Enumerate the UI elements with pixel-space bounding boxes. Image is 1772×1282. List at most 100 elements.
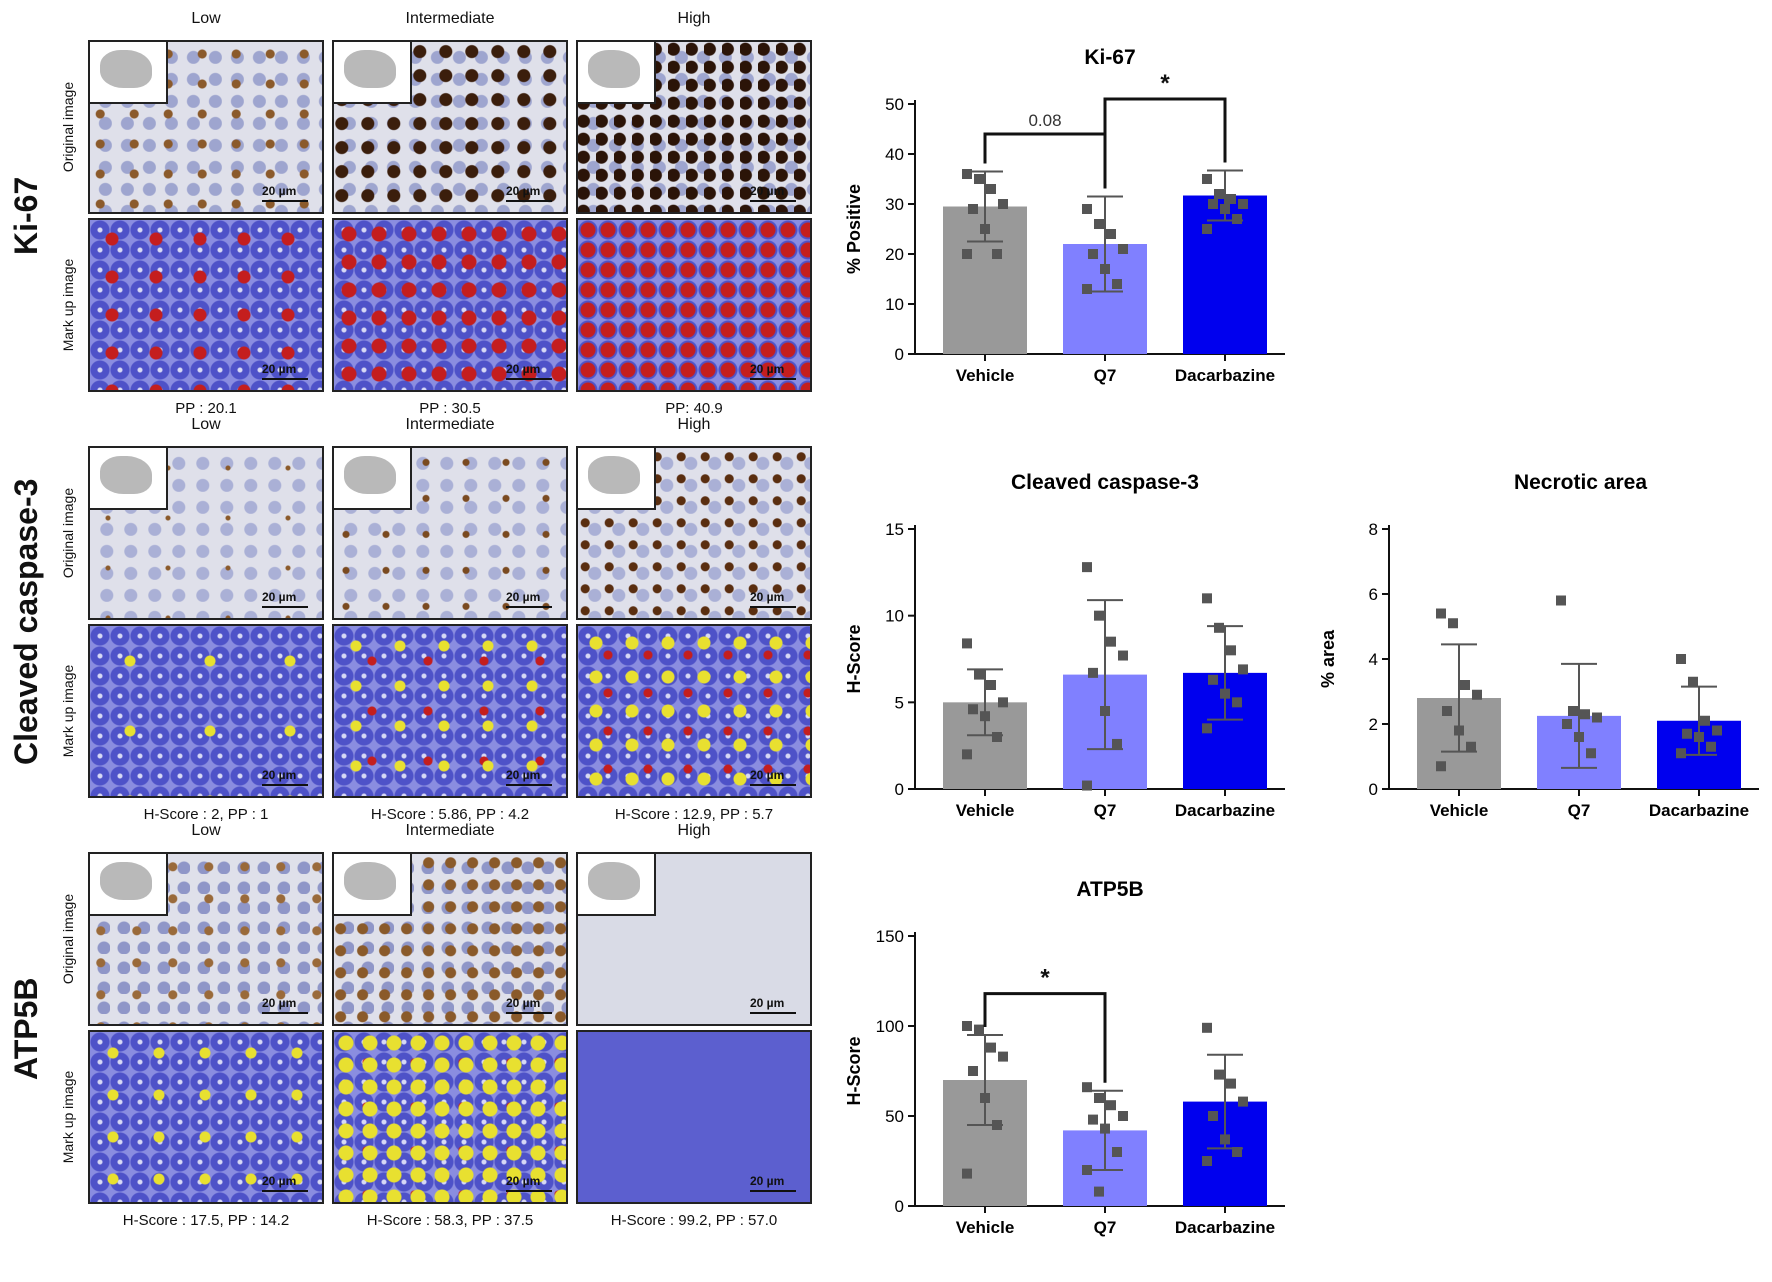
data-point <box>1232 214 1242 224</box>
data-point <box>1238 1096 1248 1107</box>
x-tick-label: Vehicle <box>956 1218 1015 1237</box>
data-point <box>962 638 972 649</box>
original-image-label: Original image <box>60 487 76 579</box>
data-point <box>1586 748 1596 759</box>
scale-bar: 20 µm <box>506 362 552 380</box>
y-tick-label: 5 <box>895 693 904 712</box>
scale-bar: 20 µm <box>750 362 796 380</box>
column-label: Intermediate <box>405 822 495 839</box>
x-tick-label: Vehicle <box>1430 801 1489 820</box>
y-tick-label: 40 <box>885 145 904 164</box>
data-point <box>998 199 1008 209</box>
chart-title: ATP5B <box>1076 878 1143 901</box>
data-point <box>1088 1114 1098 1125</box>
data-point <box>1202 1022 1212 1033</box>
markup-micrograph: 20 µm <box>332 624 568 798</box>
significance-label: * <box>1040 965 1050 992</box>
data-point <box>1082 284 1092 294</box>
data-point <box>1088 249 1098 259</box>
y-tick-label: 100 <box>876 1017 904 1036</box>
data-point <box>1202 1156 1212 1166</box>
tissue-thumbnail <box>578 448 656 510</box>
significance-bracket <box>983 992 1107 1083</box>
data-point <box>1208 199 1218 209</box>
scale-bar: 20 µm <box>506 184 552 202</box>
data-point <box>1706 741 1716 752</box>
y-tick-label: 30 <box>885 195 904 214</box>
scale-bar: 20 µm <box>262 184 308 202</box>
data-point <box>986 680 996 690</box>
data-point <box>1466 741 1476 752</box>
x-tick-label: Vehicle <box>956 366 1015 385</box>
data-point <box>1436 608 1446 619</box>
scale-bar: 20 µm <box>262 362 308 380</box>
significance-label: 0.08 <box>1028 111 1061 130</box>
column-label: Intermediate <box>405 10 495 27</box>
data-point <box>1094 1093 1104 1103</box>
image-caption: PP : 20.1 <box>175 400 237 417</box>
data-point <box>1232 697 1242 708</box>
data-point <box>1106 1100 1116 1111</box>
column-label: Low <box>191 822 221 839</box>
data-point <box>962 169 972 179</box>
data-point <box>1688 676 1698 687</box>
y-axis-label: % area <box>1318 629 1338 688</box>
data-point <box>1220 204 1230 214</box>
x-tick-label: Vehicle <box>956 801 1015 820</box>
data-point <box>998 1051 1008 1062</box>
data-point <box>1202 593 1212 604</box>
original-micrograph: 20 µm <box>576 852 812 1026</box>
y-tick-label: 10 <box>885 607 904 626</box>
tissue-thumbnail <box>90 448 168 510</box>
data-point <box>1448 618 1458 629</box>
markup-image-label: Mark up image <box>60 1070 76 1164</box>
data-point <box>974 174 984 184</box>
y-tick-label: 150 <box>876 927 904 946</box>
chart-title: Cleaved caspase-3 <box>1011 471 1199 494</box>
x-tick-label: Dacarbazine <box>1175 801 1275 820</box>
tissue-thumbnail <box>334 854 412 916</box>
data-point <box>1694 732 1704 742</box>
markup-micrograph: 20 µm <box>88 1030 324 1204</box>
scale-bar: 20 µm <box>750 184 796 202</box>
markup-micrograph: 20 µm <box>332 218 568 392</box>
column-label: Intermediate <box>405 416 495 433</box>
column-label: High <box>677 416 711 433</box>
y-tick-label: 0 <box>895 345 904 364</box>
data-point <box>1676 654 1686 664</box>
image-caption: PP : 30.5 <box>419 400 481 417</box>
image-caption: H-Score : 5.86, PP : 4.2 <box>370 806 530 823</box>
data-point <box>1214 622 1224 633</box>
column-label: High <box>677 822 711 839</box>
significance-label: * <box>1160 70 1170 97</box>
chart-ki67: Ki-67 % Positive 0 10 20 30 40 50 Vehicle Q7 Dacar… <box>844 46 1285 385</box>
data-point <box>1232 1147 1242 1157</box>
y-axis-label: H-Score <box>844 624 864 693</box>
data-point <box>1220 688 1230 699</box>
data-point <box>992 1120 1002 1130</box>
scale-bar: 20 µm <box>750 996 796 1014</box>
data-point <box>974 1024 984 1035</box>
tissue-thumbnail <box>578 42 656 104</box>
data-point <box>1082 1082 1092 1093</box>
scale-bar: 20 µm <box>506 1174 552 1192</box>
original-micrograph: 20 µm <box>576 446 812 620</box>
y-tick-label: 10 <box>885 295 904 314</box>
data-point <box>1088 667 1098 678</box>
column-label: Low <box>191 416 221 433</box>
scale-bar: 20 µm <box>750 590 796 608</box>
y-tick-label: 50 <box>885 95 904 114</box>
data-point <box>1682 728 1692 739</box>
data-point <box>1082 780 1092 791</box>
data-point <box>1106 636 1116 647</box>
data-point <box>1712 725 1722 736</box>
original-micrograph: 20 µm <box>576 40 812 214</box>
data-point <box>968 704 978 715</box>
data-point <box>1676 748 1686 759</box>
row-label-2: ATP5B <box>8 976 44 1080</box>
x-tick-label: Dacarbazine <box>1649 801 1749 820</box>
data-point <box>1472 689 1482 700</box>
markup-micrograph: 20 µm <box>88 218 324 392</box>
data-point <box>968 204 978 214</box>
data-point <box>1100 1123 1110 1134</box>
